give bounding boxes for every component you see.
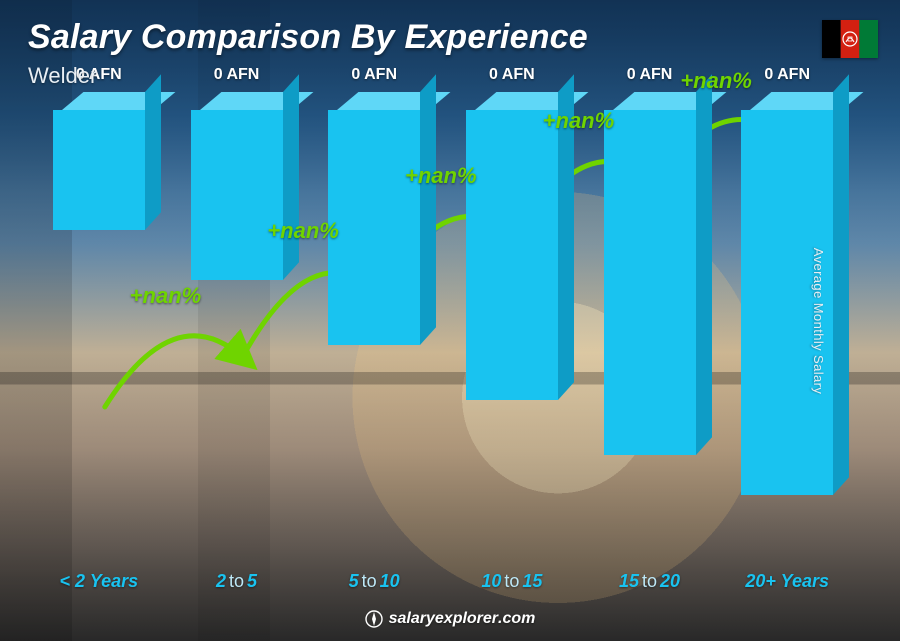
brand-logo: salaryexplorer.com [365, 610, 536, 628]
bar-front [191, 110, 283, 280]
bar-side-face [145, 74, 161, 230]
bar-column: 0 AFN [30, 110, 168, 567]
bar-column: 0 AFN [581, 110, 719, 567]
x-axis-labels: < 2 Years2to55to1010to1515to2020+ Years [30, 571, 856, 601]
bar-side-face [283, 74, 299, 280]
bar-side-face [420, 74, 436, 345]
growth-pct-label: +nan% [267, 218, 339, 244]
bar-side-face [833, 74, 849, 495]
bar-front [328, 110, 420, 345]
bar-front [466, 110, 558, 400]
header: Salary Comparison By Experience Welder [28, 18, 588, 89]
afghanistan-flag-icon [822, 20, 878, 58]
bar: 0 AFN [604, 110, 696, 455]
growth-pct-label: +nan% [405, 163, 477, 189]
growth-pct-label: +nan% [543, 108, 615, 134]
x-axis-label: 2to5 [168, 571, 306, 601]
bar-chart: 0 AFN0 AFN0 AFN0 AFN0 AFN0 AFN < 2 Years… [30, 110, 856, 601]
x-axis-label: 15to20 [581, 571, 719, 601]
bar-side-face [696, 74, 712, 455]
y-axis-label: Average Monthly Salary [811, 247, 826, 394]
x-axis-label: 10to15 [443, 571, 581, 601]
bar-front [604, 110, 696, 455]
x-axis-label: 5to10 [305, 571, 443, 601]
bar: 0 AFN [191, 110, 283, 280]
footer: salaryexplorer.com [0, 610, 900, 633]
chart-canvas: Salary Comparison By Experience Welder A… [0, 0, 900, 641]
bar: 0 AFN [53, 110, 145, 230]
brand-bold: explorer [435, 610, 498, 627]
growth-pct-label: +nan% [130, 283, 202, 309]
chart-title: Salary Comparison By Experience [28, 18, 588, 57]
bar-front [53, 110, 145, 230]
brand-prefix: salary [389, 610, 435, 627]
bar: 0 AFN [466, 110, 558, 400]
growth-pct-label: +nan% [680, 68, 752, 94]
brand-text: salaryexplorer.com [389, 610, 536, 628]
x-axis-label: 20+ Years [718, 571, 856, 601]
bar-column: 0 AFN [718, 110, 856, 567]
chart-subtitle: Welder [28, 63, 588, 89]
bar-column: 0 AFN [168, 110, 306, 567]
compass-icon [365, 610, 383, 628]
x-axis-label: < 2 Years [30, 571, 168, 601]
bar: 0 AFN [328, 110, 420, 345]
brand-suffix: .com [498, 610, 535, 627]
